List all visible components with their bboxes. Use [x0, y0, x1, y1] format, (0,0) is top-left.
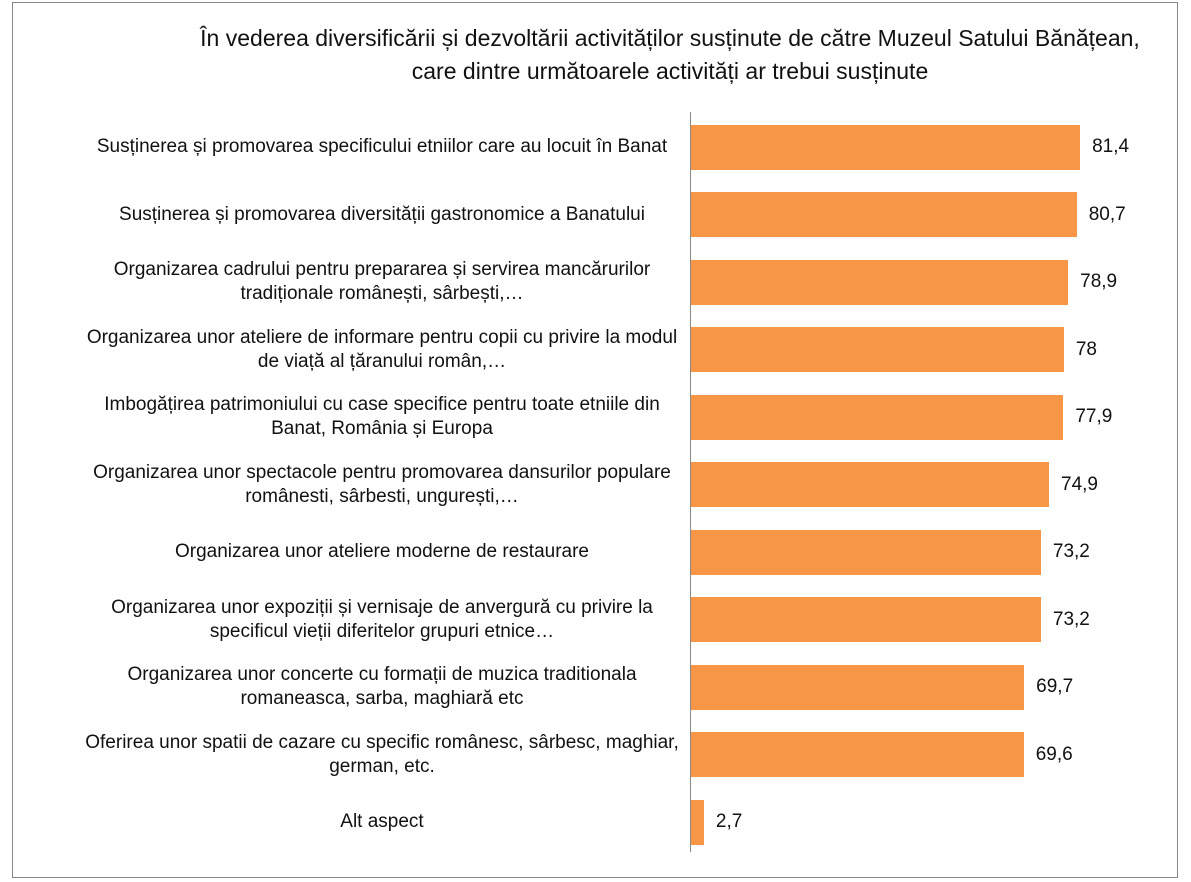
data-label: 78: [1075, 338, 1097, 360]
category-label: Organizarea unor spectacole pentru promo…: [93, 461, 671, 507]
bar: [691, 529, 1041, 575]
category-label: Organizarea unor concerte cu formații de…: [127, 664, 637, 709]
bar: [691, 124, 1081, 170]
bar: [691, 597, 1041, 642]
category-label: Organizarea unor expoziții și vernisaje …: [111, 596, 653, 642]
bar: [691, 259, 1069, 305]
data-label: 2,7: [715, 811, 743, 832]
data-label: 81,4: [1092, 136, 1130, 157]
category-label: Susținerea și promovarea diversității ga…: [119, 203, 645, 225]
bar: [691, 327, 1064, 372]
chart-title: În vederea diversificării și dezvoltării…: [200, 25, 1140, 84]
data-label: 80,7: [1088, 203, 1126, 225]
category-label: Oferirea unor spatii de cazare cu specif…: [85, 731, 679, 777]
category-label: Susținerea și promovarea specificului et…: [96, 136, 668, 157]
data-label: 78,9: [1080, 271, 1118, 292]
data-label: 77,9: [1075, 406, 1113, 427]
category-label: Imbogățirea patrimoniului cu case specif…: [104, 394, 660, 439]
category-axis: [690, 112, 691, 852]
chart-frame: [12, 2, 1178, 878]
data-label: 69,7: [1036, 676, 1074, 697]
bar: [691, 799, 704, 845]
data-label: 74,9: [1061, 473, 1098, 495]
data-label: 73,2: [1052, 608, 1090, 630]
bar: [691, 394, 1064, 440]
bar: [691, 732, 1024, 777]
bar: [691, 192, 1077, 237]
bar: [691, 462, 1050, 507]
category-label: Organizarea unor ateliere de informare p…: [86, 326, 678, 372]
data-label: 69,6: [1035, 743, 1073, 765]
bar: [691, 664, 1025, 710]
category-label: Organizarea unor ateliere moderne de res…: [174, 541, 589, 562]
category-label: Alt aspect: [340, 811, 424, 832]
category-label: Organizarea cadrului pentru prepararea ș…: [113, 259, 651, 304]
data-label: 73,2: [1052, 541, 1090, 562]
